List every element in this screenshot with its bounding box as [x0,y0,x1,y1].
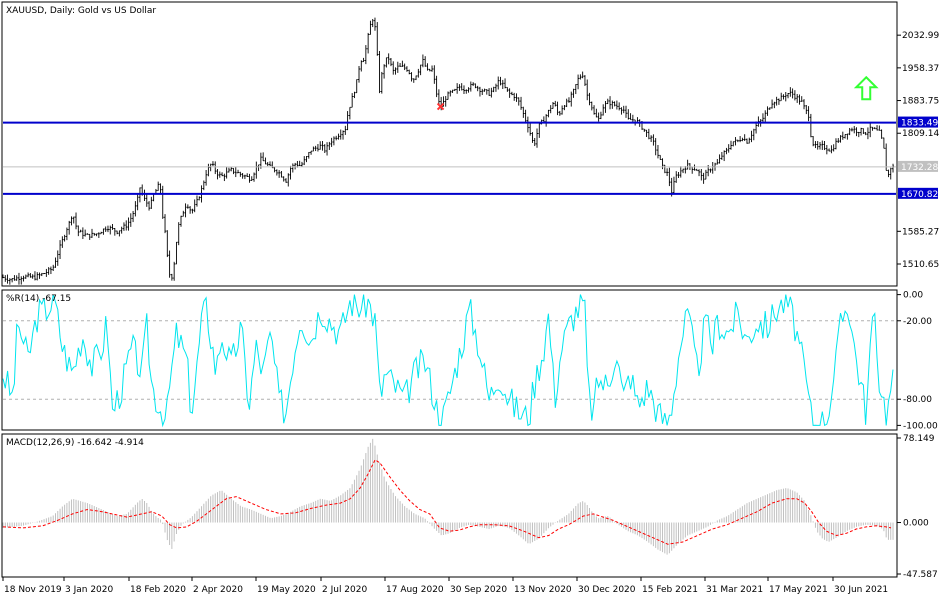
macd-tick-label: -47.587 [903,570,938,580]
price-label-box [898,116,938,128]
wpr-title: %R(14) -67.15 [6,294,71,304]
price-tick-label: 1958.37 [902,64,939,74]
price-label-text: 1833.49 [901,119,938,129]
signal-markers [436,75,879,111]
time-tick-label: 13 Nov 2020 [514,585,572,595]
time-tick-label: 17 Aug 2020 [386,585,444,595]
macd-pane-frame [1,433,898,578]
time-tick-label: 2 Jul 2020 [322,585,367,595]
price-label-text: 1670.82 [901,190,938,200]
wpr-line [2,294,894,428]
macd-tick-label: 78.149 [903,434,935,444]
macd-title: MACD(12,26,9) -16.642 -4.914 [6,438,144,448]
time-axis: 18 Nov 2019 3 Jan 2020 18 Feb 2020 2 Apr 20… [2,577,888,595]
price-line-labels: 1833.49 1732.28 1670.82 [898,116,938,200]
price-tick-label: 1510.65 [902,260,939,270]
macd-series [2,438,894,555]
time-tick-label: 2 Apr 2020 [193,585,243,595]
wpr-pane-frame [1,289,898,431]
time-tick-label: 18 Nov 2019 [4,585,62,595]
price-tick-label: 1883.75 [902,97,939,107]
wpr-tick-label: 0.00 [903,291,923,301]
up-arrow-icon [853,75,879,101]
price-chart-title: XAUUSD, Daily: Gold vs US Dollar [6,6,156,16]
wpr-series [2,294,896,428]
price-label-box [898,187,938,199]
macd-tick-label: 0.000 [903,519,929,529]
wpr-tick-label: -80.00 [903,395,932,405]
time-tick-label: 30 Dec 2020 [578,585,636,595]
wpr-tick-label: -100.00 [903,421,938,431]
macd-axis: 78.149 0.000 -47.587 [897,434,938,580]
price-tick-label: 1585.27 [902,227,939,237]
wpr-tick-label: -20.00 [903,317,932,327]
time-tick-label: 19 May 2020 [257,585,316,595]
time-tick-label: 18 Feb 2020 [130,585,186,595]
price-axis: 2032.99 1958.37 1883.75 1809.14 1585.27 1510.… [897,31,939,270]
price-tick-label: 2032.99 [902,31,939,41]
time-tick-label: 3 Jan 2020 [65,585,113,595]
price-pane-frame [1,1,898,287]
time-tick-label: 17 May 2021 [769,585,828,595]
price-label-box [898,160,938,172]
time-tick-label: 30 Sep 2020 [450,585,507,595]
price-label-text: 1732.28 [901,163,938,173]
macd-signal-line [2,459,892,545]
time-tick-label: 31 Mar 2021 [706,585,763,595]
price-tick-label: 1809.14 [902,129,939,139]
wpr-axis: 0.00 -20.00 -80.00 -100.00 [897,291,938,431]
sell-arrow-icon [436,102,445,111]
time-tick-label: 15 Feb 2021 [642,585,698,595]
time-tick-label: 30 Jun 2021 [834,585,888,595]
price-series [2,17,896,285]
